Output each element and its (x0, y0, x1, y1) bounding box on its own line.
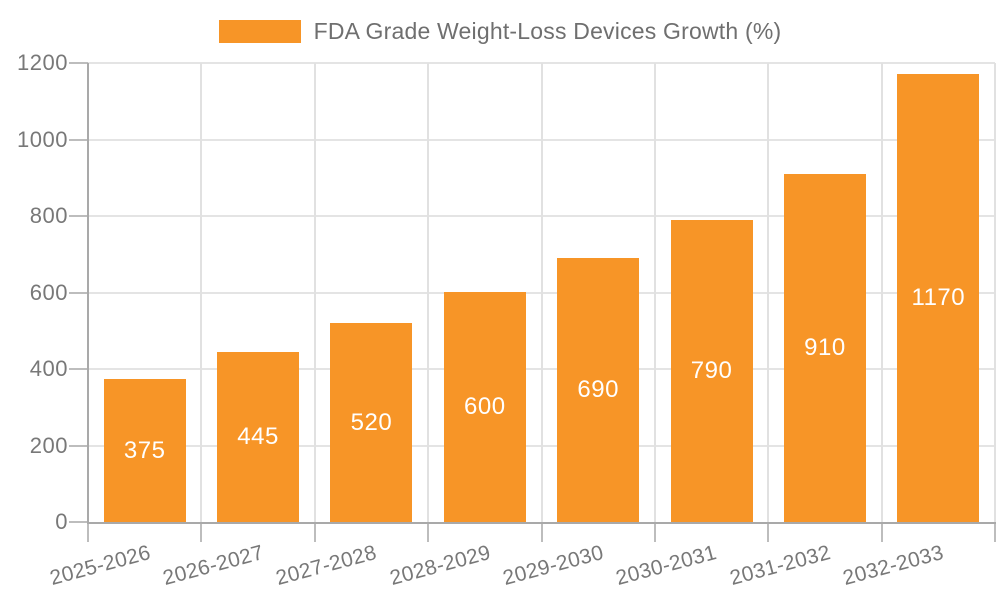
gridline-vertical (880, 63, 883, 522)
y-axis-tick-label: 200 (29, 432, 68, 458)
y-axis-tick-label: 1200 (17, 50, 68, 75)
y-axis-tick-label: 600 (29, 279, 68, 305)
x-axis-tick-label: 2025-2026 (47, 541, 153, 590)
y-axis-tick (69, 291, 88, 294)
x-axis-tick (994, 523, 996, 542)
gridline-vertical (313, 63, 316, 522)
y-axis-tick (69, 368, 88, 370)
x-axis-tick (653, 523, 656, 542)
bar-2027-2028[interactable] (330, 323, 413, 522)
gridline-vertical (427, 63, 430, 522)
legend-label: FDA Grade Weight-Loss Devices Growth (%) (313, 18, 782, 44)
bar-2028-2029[interactable] (443, 292, 526, 522)
gridline-vertical (994, 63, 996, 522)
x-axis-tick (427, 523, 430, 542)
x-axis-tick-label: 2029-2030 (500, 541, 607, 590)
x-axis-tick-label: 2030-2031 (613, 541, 720, 590)
bar-2026-2027[interactable] (217, 352, 300, 522)
y-axis-tick-label: 400 (29, 356, 68, 381)
y-axis-tick (69, 444, 88, 447)
x-axis-tick (540, 523, 543, 542)
legend-item[interactable]: FDA Grade Weight-Loss Devices Growth (%) (0, 18, 1000, 45)
gridline-horizontal (88, 62, 995, 64)
bar-2032-2033[interactable] (897, 74, 980, 522)
bar-2029-2030[interactable] (557, 258, 640, 522)
bar-2030-2031[interactable] (670, 220, 753, 522)
x-axis-tick (767, 523, 770, 542)
y-axis-tick (69, 62, 88, 64)
legend-swatch-icon (218, 20, 301, 43)
y-axis-tick (69, 215, 88, 217)
y-axis-tick (69, 138, 88, 141)
x-axis-tick (87, 523, 89, 542)
x-axis-tick (313, 523, 316, 542)
x-axis-tick-label: 2028-2029 (387, 541, 493, 590)
x-axis-tick-label: 2026-2027 (160, 541, 267, 590)
y-axis-line (87, 63, 89, 524)
y-axis-tick-label: 800 (29, 203, 68, 228)
x-axis-tick (200, 523, 203, 542)
gridline-horizontal (88, 138, 995, 141)
x-axis-tick-label: 2027-2028 (273, 541, 380, 590)
x-axis-line (87, 522, 996, 524)
gridline-vertical (540, 63, 543, 522)
gridline-vertical (653, 63, 656, 522)
y-axis-tick (69, 521, 88, 523)
y-axis-tick-label: 1000 (17, 126, 68, 152)
bar-2025-2026[interactable] (103, 379, 186, 522)
gridline-vertical (200, 63, 203, 522)
bar-2031-2032[interactable] (783, 174, 866, 522)
x-axis-tick-label: 2032-2033 (840, 541, 947, 590)
x-axis-tick (880, 523, 883, 542)
x-axis-tick-label: 2031-2032 (727, 541, 833, 590)
y-axis-tick-label: 0 (55, 509, 68, 534)
gridline-vertical (767, 63, 770, 522)
